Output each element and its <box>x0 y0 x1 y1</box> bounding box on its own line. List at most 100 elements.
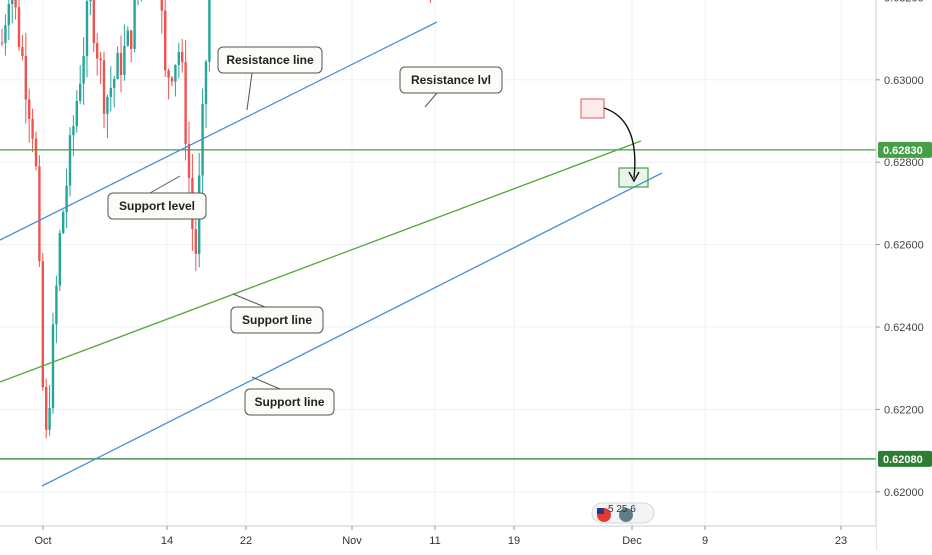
candle-body <box>102 60 106 114</box>
candle-body <box>204 61 208 105</box>
callout-text: Resistance line <box>226 53 314 67</box>
candle-body <box>0 42 4 44</box>
callout-text: Support line <box>255 395 325 409</box>
candle-body <box>38 166 41 262</box>
y-tick-label: 0.62200 <box>884 404 924 416</box>
candle-body <box>17 7 21 48</box>
y-tick-label: 0.62600 <box>884 240 924 252</box>
x-tick-label: Oct <box>34 535 51 547</box>
candle-body <box>119 52 123 76</box>
y-tick-label: 0.62000 <box>884 487 924 499</box>
callout-box <box>399 66 503 94</box>
entry-zone-box <box>580 98 605 119</box>
candle-body <box>34 138 38 167</box>
candle-body <box>85 1 89 57</box>
event-marker-text: 5 25 6 <box>608 504 636 515</box>
callout-pointer <box>424 92 438 108</box>
candle-body <box>126 30 129 46</box>
x-tick-label: 19 <box>508 535 520 547</box>
candle-body <box>167 70 170 78</box>
y-tick-label: 0.63000 <box>884 75 924 87</box>
price-tag-label: 0.62080 <box>883 454 923 466</box>
y-tick-label: 0.62400 <box>884 322 924 334</box>
candle-body <box>75 100 78 127</box>
callout-box <box>217 46 323 74</box>
mid-support-line <box>0 140 642 383</box>
candle-body <box>170 77 174 82</box>
candle-body <box>133 0 136 49</box>
candle-body <box>82 56 85 84</box>
candle-body <box>89 0 92 2</box>
candle-body <box>201 104 204 176</box>
candle-body <box>187 144 191 178</box>
time-axis-bg <box>0 526 876 550</box>
x-tick-label: 22 <box>240 535 252 547</box>
callout-1: Resistance lvl <box>399 66 503 108</box>
x-tick-label: 9 <box>702 535 708 547</box>
candle-body <box>7 4 10 26</box>
candle-body <box>160 0 163 11</box>
candle-body <box>79 83 82 101</box>
callout-pointer <box>232 293 266 308</box>
price-tag-bg <box>878 450 932 467</box>
x-tick-label: Nov <box>342 535 362 547</box>
x-tick-label: Dec <box>622 535 642 547</box>
candle-body <box>65 185 68 213</box>
candle-body <box>11 0 14 5</box>
event-markers: 5 25 6 <box>591 502 655 524</box>
callout-text: Resistance lvl <box>411 73 491 87</box>
callout-pointer <box>149 175 181 194</box>
horizontal-levels <box>0 149 876 460</box>
candle-body <box>130 30 133 49</box>
candle-body <box>4 25 7 44</box>
candle-body <box>55 285 58 325</box>
candle-body <box>109 87 112 97</box>
candle-body <box>174 65 177 82</box>
callout-3: Support line <box>230 293 324 334</box>
candle-body <box>99 58 102 61</box>
candle-body <box>72 126 75 136</box>
candle-body <box>181 51 184 63</box>
candle-body <box>62 212 65 234</box>
y-tick-label: 0.62800 <box>884 157 924 169</box>
candle-body <box>51 324 55 408</box>
callout-box <box>244 388 335 416</box>
price-tag: 0.62080 <box>878 450 932 467</box>
candle-body <box>21 47 24 57</box>
candle-body <box>41 261 44 388</box>
callout-box <box>230 306 324 334</box>
callout-pointer <box>246 72 253 111</box>
price-tag-label: 0.62830 <box>883 145 923 157</box>
candle-body <box>184 62 187 145</box>
callout-text: Support line <box>242 313 312 327</box>
price-tag-bg <box>878 141 932 158</box>
callout-4: Support line <box>244 376 335 416</box>
candle-body <box>194 229 197 254</box>
candle-body <box>28 99 31 119</box>
lower-channel-line <box>41 172 663 487</box>
arrow-head <box>628 171 640 183</box>
x-tick-label: 11 <box>429 535 440 547</box>
candle-body <box>208 0 211 62</box>
price-axis: 0.648000.646000.644000.642000.640000.638… <box>875 0 932 550</box>
candle-body <box>14 0 17 8</box>
candles <box>0 0 431 439</box>
callout-0: Resistance line <box>217 46 323 111</box>
candle-body <box>106 96 109 114</box>
candle-body <box>164 10 167 71</box>
callout-text: Support level <box>119 199 195 213</box>
grid <box>0 0 876 526</box>
candle-body <box>177 51 180 66</box>
projection-arrow <box>603 107 636 179</box>
candle-body <box>24 56 27 100</box>
candle-body <box>45 387 48 430</box>
time-axis: Oct 14 22 Nov 11 19 Dec 9 23 <box>0 525 876 550</box>
x-tick-label: 23 <box>835 535 847 547</box>
candle-body <box>96 43 99 59</box>
candle-body <box>92 0 95 44</box>
candle-body <box>123 45 126 76</box>
callouts: Resistance line Resistance lvl Support lev… <box>107 46 503 416</box>
candle-body <box>68 135 72 186</box>
